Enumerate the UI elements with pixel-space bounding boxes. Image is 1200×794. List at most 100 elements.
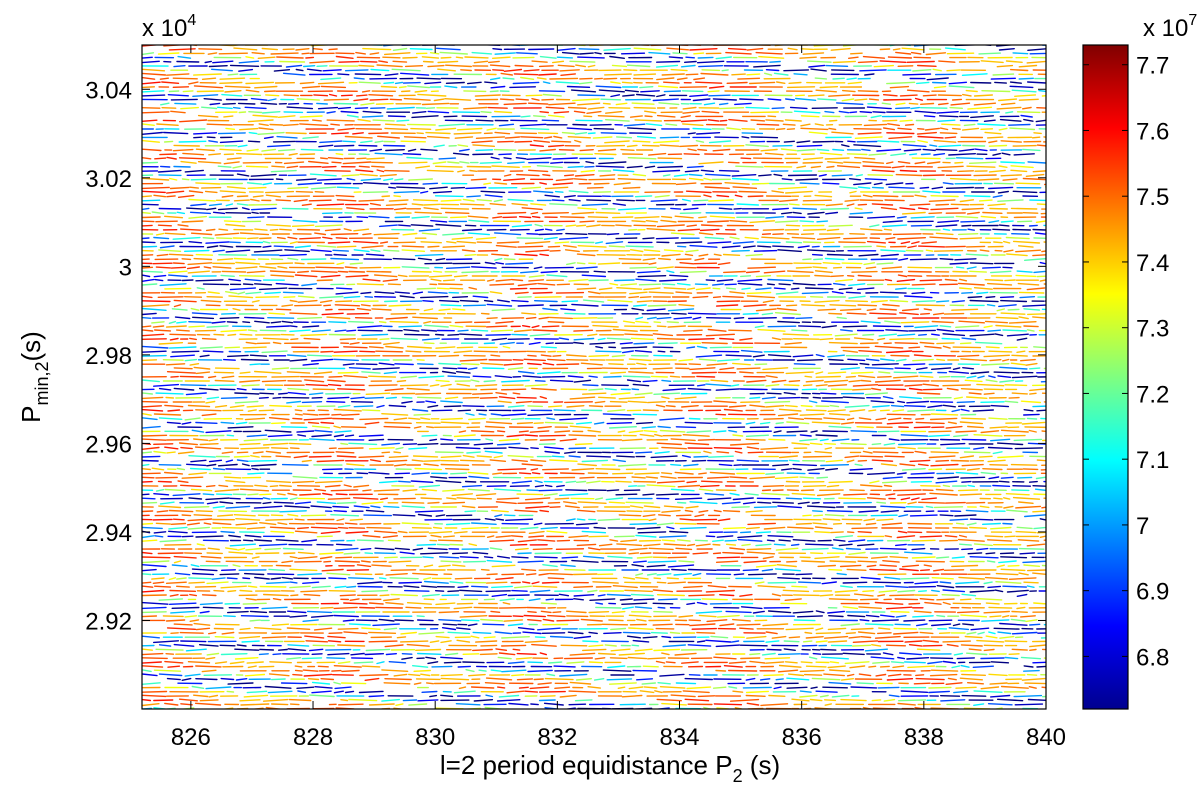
contour-segment (1002, 358, 1010, 362)
contour-segment (233, 514, 256, 517)
contour-segment (490, 413, 502, 416)
contour-segment (472, 295, 489, 299)
contour-segment (832, 266, 843, 269)
contour-segment (653, 140, 680, 144)
contour-segment (1017, 282, 1040, 286)
contour-segment (797, 245, 810, 249)
contour-segment (350, 396, 365, 400)
contour-segment (289, 568, 318, 572)
contour-segment (303, 337, 321, 341)
contour-segment (761, 312, 774, 316)
contour-segment (957, 489, 979, 492)
contour-segment (142, 274, 151, 278)
contour-segment (635, 316, 644, 320)
contour-segment (548, 102, 576, 106)
contour-segment (631, 476, 646, 479)
contour-segment (880, 253, 899, 257)
contour-segment (447, 333, 460, 336)
contour-segment (257, 56, 276, 59)
contour-segment (356, 283, 384, 286)
contour-segment (816, 476, 829, 479)
contour-segment (828, 425, 852, 429)
contour-segment (555, 81, 580, 85)
contour-segment (722, 295, 744, 298)
contour-segment (634, 119, 662, 122)
contour-segment (343, 228, 352, 232)
contour-segment (287, 236, 298, 240)
contour-segment (731, 177, 760, 181)
contour-segment (359, 266, 382, 269)
contour-segment (158, 464, 182, 466)
contour-segment (142, 131, 164, 136)
contour-segment (335, 493, 348, 496)
contour-segment (982, 522, 1001, 525)
contour-segment (197, 114, 219, 118)
contour-segment (242, 539, 254, 542)
contour-segment (332, 505, 349, 508)
contour-segment (263, 136, 274, 140)
contour-segment (716, 279, 734, 282)
contour-segment (142, 417, 158, 421)
contour-segment (348, 527, 366, 529)
contour-segment (633, 73, 657, 76)
contour-segment (445, 266, 471, 269)
contour-segment (964, 379, 983, 383)
contour-segment (341, 174, 360, 177)
contour-segment (142, 283, 158, 286)
contour-segment (675, 547, 693, 551)
contour-segment (645, 123, 663, 127)
contour-segment (309, 438, 335, 441)
contour-segment (926, 77, 949, 81)
contour-segment (208, 140, 219, 143)
contour-segment (712, 98, 737, 101)
contour-segment (750, 111, 779, 114)
contour-segment (973, 543, 993, 547)
contour-segment (951, 556, 965, 559)
contour-segment (484, 450, 503, 454)
contour-segment (615, 102, 628, 106)
contour-segment (489, 547, 503, 551)
contour-segment (854, 156, 876, 160)
contour-segment (687, 287, 696, 290)
contour-segment (679, 86, 708, 89)
contour-segment (353, 228, 370, 232)
contour-segment (653, 577, 662, 580)
contour-segment (793, 110, 821, 114)
contour-segment (795, 94, 805, 97)
contour-segment (977, 178, 1000, 181)
contour-segment (385, 396, 397, 399)
contour-segment (516, 422, 534, 425)
contour-segment (697, 148, 708, 152)
contour-segment (755, 51, 783, 55)
contour-segment (565, 489, 588, 492)
contour-segment (299, 493, 321, 496)
contour-segment (854, 136, 883, 140)
contour-segment (142, 156, 152, 160)
contour-segment (388, 455, 409, 458)
contour-segment (556, 283, 571, 286)
contour-segment (587, 429, 601, 433)
contour-segment (987, 459, 1006, 463)
contour-segment (187, 262, 213, 266)
contour-segment (440, 455, 462, 458)
contour-segment (1018, 77, 1035, 80)
contour-segment (696, 345, 708, 349)
contour-segment (314, 488, 327, 492)
contour-segment (689, 367, 716, 371)
contour-segment (142, 400, 168, 403)
contour-segment (817, 564, 836, 568)
contour-segment (814, 123, 824, 127)
contour-segment (486, 317, 498, 320)
contour-segment (681, 90, 704, 93)
contour-segment (371, 308, 392, 311)
contour-segment (297, 182, 323, 186)
contour-segment (236, 173, 250, 177)
contour-segment (886, 161, 894, 165)
contour-segment (348, 270, 366, 273)
contour-segment (692, 552, 709, 555)
contour-segment (915, 421, 945, 425)
contour-segment (412, 455, 439, 458)
contour-segment (970, 115, 994, 119)
contour-segment (778, 455, 798, 459)
contour-segment (899, 463, 916, 467)
